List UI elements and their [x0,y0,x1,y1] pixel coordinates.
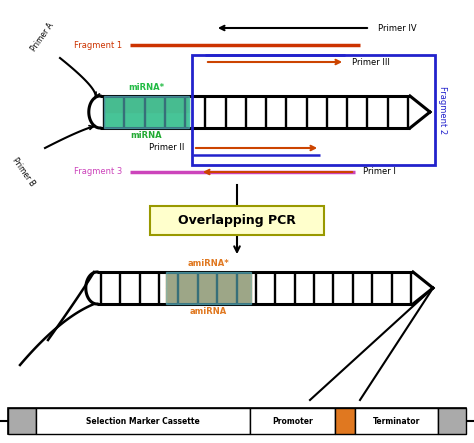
Text: Primer A: Primer A [29,21,55,53]
Bar [192,55,435,165]
Bar [104,96,189,128]
Bar [36,408,250,434]
Text: Fragment 3: Fragment 3 [74,167,122,176]
Text: Promoter: Promoter [272,416,313,425]
Text: Primer II: Primer II [149,144,184,152]
Bar [335,408,355,434]
Text: Primer I: Primer I [363,167,396,176]
Bar [250,408,335,434]
FancyBboxPatch shape [150,206,324,235]
Text: Primer B: Primer B [11,156,37,188]
Bar [8,408,36,434]
Text: Selection Marker Cassette: Selection Marker Cassette [86,416,200,425]
Bar [104,96,189,112]
Bar [166,272,251,304]
Text: Primer IV: Primer IV [378,23,417,32]
Text: amiRNA*: amiRNA* [188,259,229,268]
Text: Overlapping PCR: Overlapping PCR [178,214,296,227]
Bar [166,272,251,288]
Text: amiRNA: amiRNA [190,307,227,316]
Text: Terminator: Terminator [373,416,420,425]
Text: Primer III: Primer III [352,58,390,66]
Bar [166,288,251,304]
Bar [438,408,466,434]
Text: Fragment 2: Fragment 2 [438,86,447,134]
Bar [355,408,438,434]
Text: miRNA*: miRNA* [128,83,164,92]
Bar [8,408,466,434]
Text: Fragment 1: Fragment 1 [74,40,122,50]
Text: miRNA: miRNA [131,131,162,140]
Bar [104,112,189,128]
